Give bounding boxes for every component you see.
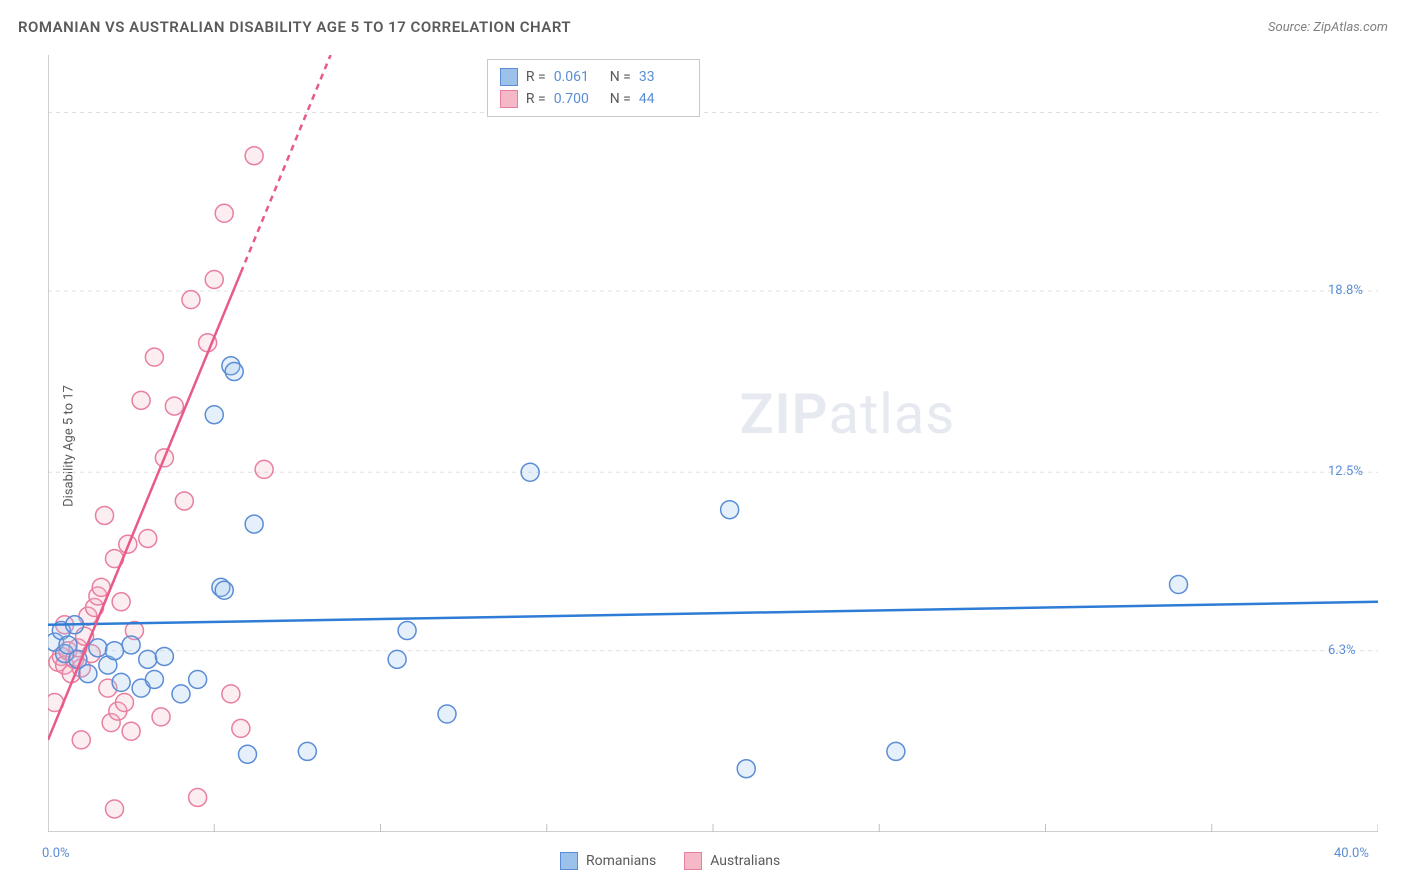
series-legend: Romanians Australians <box>560 852 780 870</box>
n-label: N = <box>610 88 631 110</box>
legend-swatch-romanians <box>500 68 518 86</box>
legend-item-australians: Australians <box>684 852 780 870</box>
n-value: 33 <box>639 66 687 88</box>
legend-row: R = 0.061 N = 33 <box>500 66 687 88</box>
n-value: 44 <box>639 88 687 110</box>
r-label: R = <box>526 66 546 88</box>
axis-tick-label: 6.3% <box>1328 643 1356 658</box>
legend-label: Romanians <box>586 853 656 869</box>
legend-swatch-australians <box>500 90 518 108</box>
legend-row: R = 0.700 N = 44 <box>500 88 687 110</box>
chart-title: ROMANIAN VS AUSTRALIAN DISABILITY AGE 5 … <box>18 18 571 36</box>
legend-swatch-romanians <box>560 852 578 870</box>
chart-header: ROMANIAN VS AUSTRALIAN DISABILITY AGE 5 … <box>18 18 1388 36</box>
axis-tick-label: 12.5% <box>1328 464 1363 479</box>
r-value: 0.061 <box>554 66 602 88</box>
axis-tick-label: 18.8% <box>1328 283 1363 298</box>
chart-source: Source: ZipAtlas.com <box>1268 20 1388 35</box>
r-value: 0.700 <box>554 88 602 110</box>
legend-swatch-australians <box>684 852 702 870</box>
axis-tick-label: 40.0% <box>1334 846 1369 861</box>
plot-area: ZIPatlas R = 0.061 N = 33 R = 0.700 N = … <box>48 55 1378 832</box>
legend-label: Australians <box>710 853 780 869</box>
correlation-legend: R = 0.061 N = 33 R = 0.700 N = 44 <box>487 59 700 117</box>
n-label: N = <box>610 66 631 88</box>
scatter-chart-svg <box>48 55 1378 832</box>
legend-item-romanians: Romanians <box>560 852 656 870</box>
r-label: R = <box>526 88 546 110</box>
axis-tick-label: 0.0% <box>42 846 70 861</box>
